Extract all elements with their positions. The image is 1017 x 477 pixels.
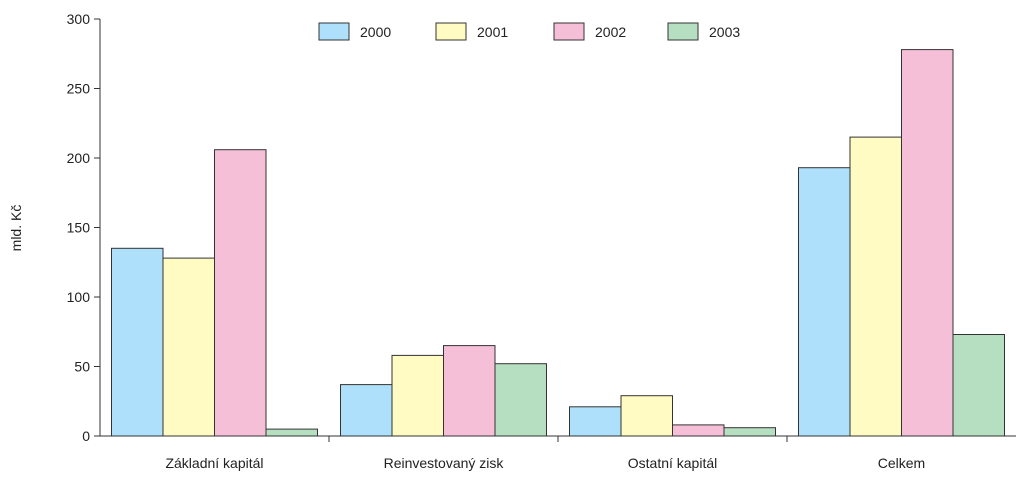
bar-2003-1 (265, 428, 318, 437)
y-tick-label: 50 (74, 359, 90, 375)
axes: 0 50 100 150 200 250 300 Základní kapitál Reinve… (67, 11, 1016, 471)
bar-2003-4 (952, 334, 1005, 437)
x-tick-label: Celkem (878, 455, 925, 471)
bar-2002-4 (901, 49, 954, 437)
x-tick-label: Ostatní kapitál (628, 455, 718, 471)
legend-label: 2003 (709, 24, 740, 40)
bar-2000-4 (798, 167, 851, 437)
legend-label: 2001 (477, 24, 508, 40)
bar-2001-3 (620, 395, 673, 437)
y-tick-label: 150 (67, 220, 91, 236)
y-tick-label: 200 (67, 150, 91, 166)
y-tick-label: 100 (67, 289, 91, 305)
y-tick-label: 250 (67, 81, 91, 97)
bar-2003-2 (494, 363, 547, 437)
legend-swatch (553, 22, 585, 41)
bars (111, 49, 1005, 437)
bar-2002-3 (672, 424, 725, 437)
legend-label: 2000 (360, 24, 391, 40)
y-axis-label: mld. Kč (8, 205, 24, 252)
bar-2003-3 (723, 427, 776, 437)
legend-label: 2002 (595, 24, 626, 40)
x-tick-label: Reinvestovaný zisk (384, 455, 505, 471)
bar-2001-1 (162, 257, 215, 437)
bar-2000-2 (340, 384, 393, 437)
x-tick-label: Základní kapitál (165, 455, 263, 471)
bar-2001-4 (849, 136, 902, 437)
bar-2002-2 (443, 345, 496, 437)
legend-swatch (318, 22, 350, 41)
bar-2002-1 (214, 149, 267, 437)
y-tick-label: 0 (82, 428, 90, 444)
bar-2001-2 (391, 354, 444, 437)
legend-swatch (435, 22, 467, 41)
legend-swatch (667, 22, 699, 41)
legend: 2000 2001 2002 2003 (318, 22, 740, 41)
bar-2000-3 (569, 406, 622, 437)
bar-2000-1 (111, 247, 164, 437)
y-tick-label: 300 (67, 11, 91, 27)
y-axis-title: mld. Kč (8, 205, 24, 252)
